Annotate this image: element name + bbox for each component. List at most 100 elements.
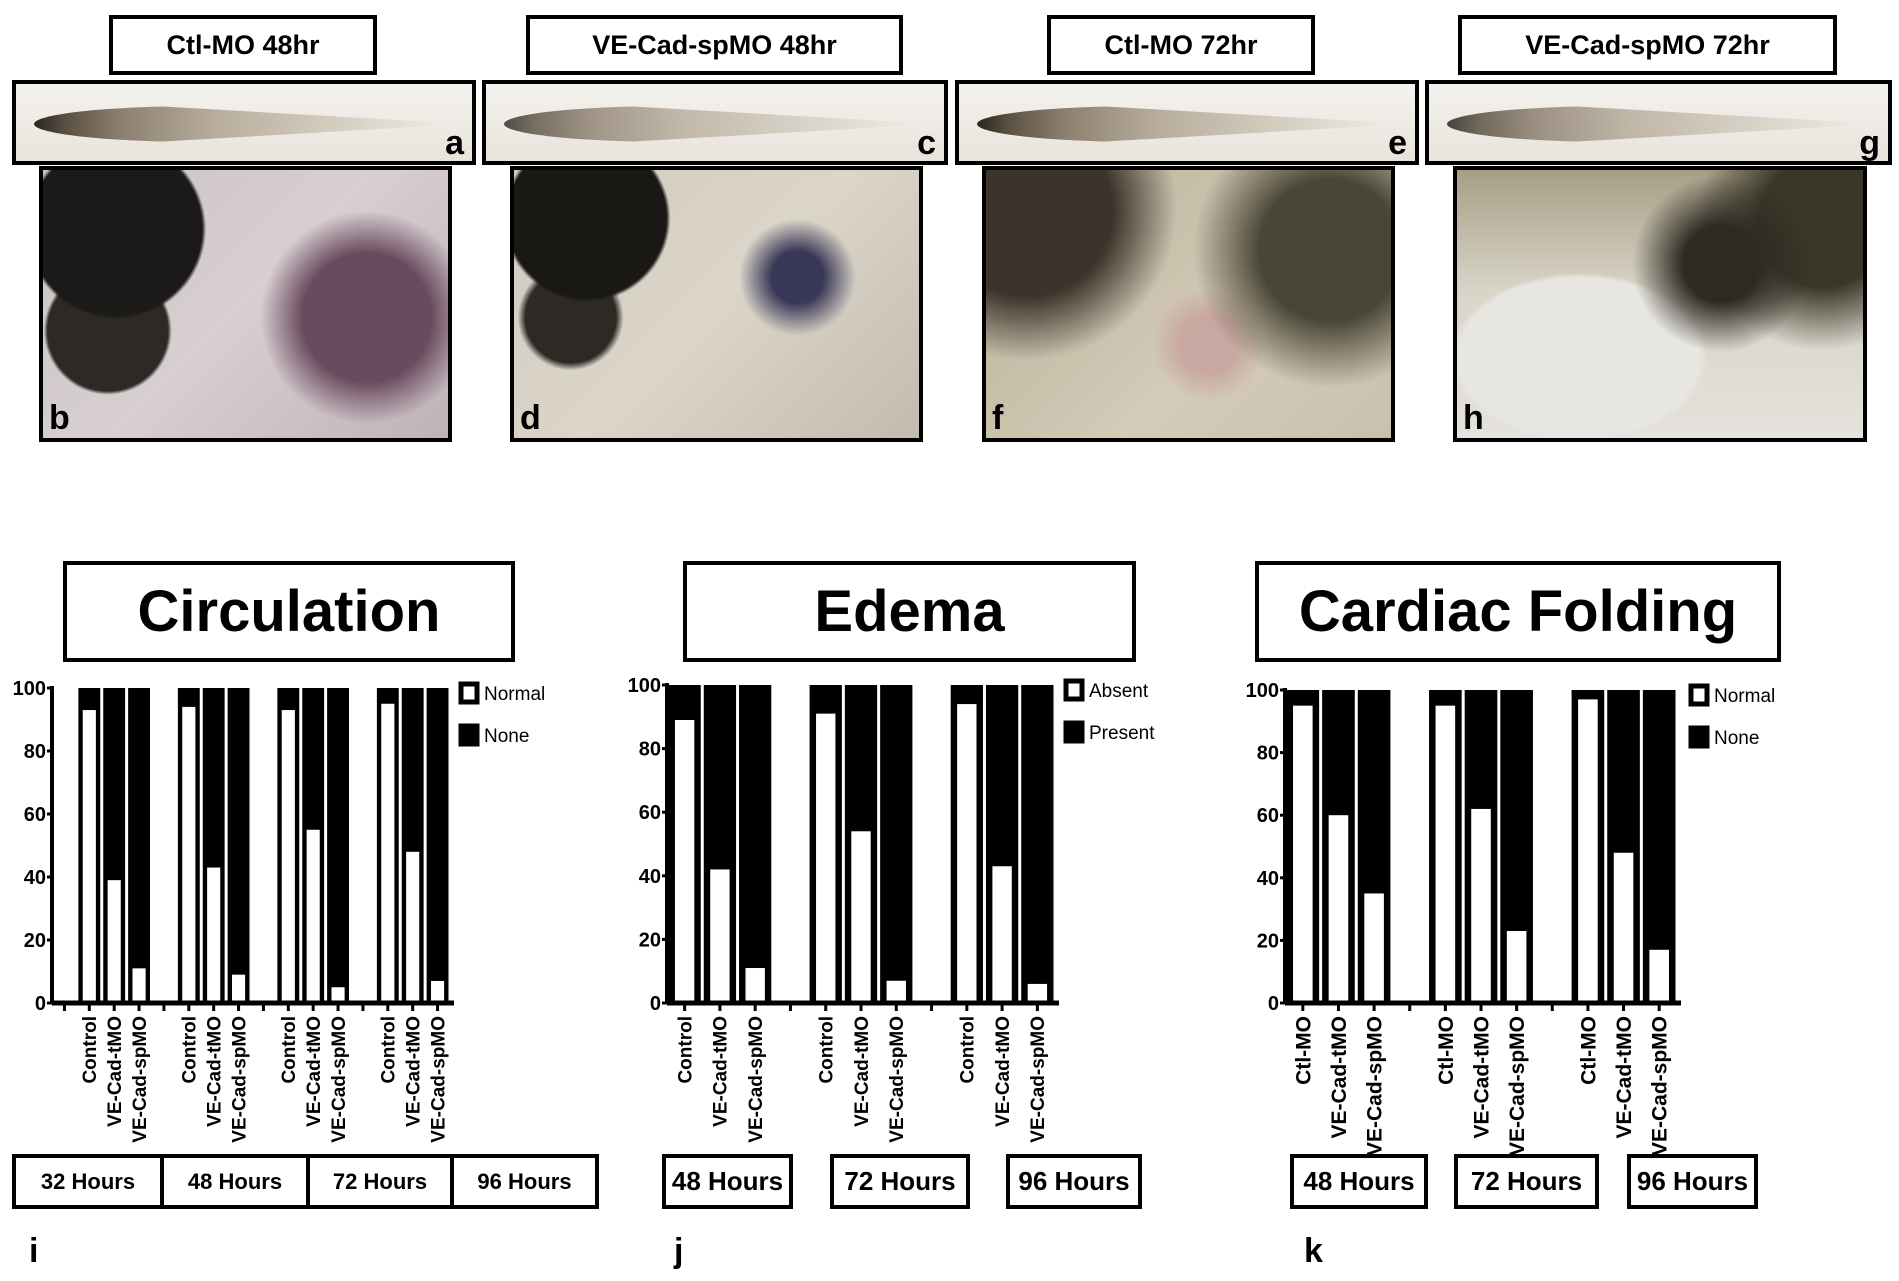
bar-stack-negative — [327, 688, 349, 1003]
y-tick-label: 60 — [24, 804, 46, 826]
y-tick-label: 80 — [24, 741, 46, 763]
bar-stack-negative — [739, 685, 772, 1003]
panel-letter: f — [992, 399, 1004, 437]
bar-stack-negative — [1021, 685, 1054, 1003]
x-tick-label: Ctl-MO — [1577, 1016, 1600, 1085]
panel-letter: b — [49, 399, 70, 437]
panel-letter-j: j — [674, 1232, 684, 1270]
x-tick-label: Ctl-MO — [1292, 1016, 1315, 1085]
bar-positive — [1435, 705, 1456, 1003]
bar-stack-negative — [426, 688, 449, 1003]
bar-positive — [851, 831, 871, 1003]
hour-box: 72 Hours — [1454, 1154, 1599, 1209]
x-tick-label: VE-Cad-tMO — [1328, 1016, 1351, 1139]
x-tick-label: VE-Cad-spMO — [746, 1016, 767, 1143]
x-tick-label: Control — [80, 1016, 101, 1084]
x-tick-label: VE-Cad-spMO — [1364, 1016, 1387, 1156]
y-tick-label: 40 — [24, 867, 46, 889]
x-tick-label: VE-Cad-tMO — [711, 1016, 732, 1127]
x-tick-label: VE-Cad-tMO — [304, 1016, 325, 1127]
x-tick-label: VE-Cad-spMO — [428, 1016, 449, 1143]
hour-box: 32 Hours — [12, 1154, 164, 1209]
bar-positive — [306, 829, 320, 1003]
y-tick-label: 60 — [1257, 805, 1279, 827]
x-tick-label: VE-Cad-tMO — [993, 1016, 1014, 1127]
bar-positive — [132, 968, 146, 1003]
photo-heart-h: h — [1453, 166, 1867, 442]
y-tick-label: 20 — [639, 929, 661, 951]
bar-positive — [331, 987, 345, 1003]
legend-swatch — [458, 681, 480, 705]
legend-label: Absent — [1089, 681, 1149, 702]
bar-positive — [1293, 705, 1313, 1003]
panel-letter: d — [520, 399, 541, 437]
x-tick-label: VE-Cad-spMO — [1649, 1016, 1672, 1156]
photo-heart-f: f — [982, 166, 1395, 442]
legend-label: Normal — [1714, 686, 1775, 707]
bar-positive — [1613, 852, 1634, 1003]
label-spmo-72: VE-Cad-spMO 72hr — [1458, 15, 1837, 75]
bar-positive — [232, 974, 246, 1003]
bar-positive — [406, 851, 420, 1003]
photo-whole-embryo-c: c — [482, 80, 948, 165]
x-tick-label: Ctl-MO — [1435, 1016, 1458, 1085]
bar-positive — [1364, 893, 1384, 1003]
bar-positive — [431, 980, 445, 1003]
bar-positive — [381, 703, 395, 1003]
y-tick-label: 20 — [1257, 930, 1279, 952]
panel-letter-k: k — [1304, 1232, 1323, 1270]
x-tick-label: VE-Cad-spMO — [887, 1016, 908, 1143]
bar-positive — [207, 867, 221, 1003]
x-tick-label: Control — [180, 1016, 201, 1084]
y-tick-label: 40 — [1257, 868, 1279, 890]
bar-stack-negative — [128, 688, 150, 1003]
bar-positive — [816, 713, 836, 1003]
label-ctl-72: Ctl-MO 72hr — [1047, 15, 1315, 75]
hour-box: 48 Hours — [1290, 1154, 1428, 1209]
bar-stack-negative — [880, 685, 913, 1003]
photo-whole-embryo-a: a — [12, 80, 476, 165]
x-tick-label: VE-Cad-tMO — [1613, 1016, 1636, 1139]
x-tick-label: Control — [675, 1016, 696, 1084]
y-tick-label: 100 — [13, 678, 46, 700]
bar-positive — [1649, 949, 1669, 1003]
photo-heart-b: b — [39, 166, 452, 442]
bar-positive — [710, 869, 730, 1003]
chart-title-circulation: Circulation — [63, 561, 515, 662]
legend-swatch — [1688, 725, 1710, 749]
legend-swatch — [1063, 720, 1085, 744]
x-tick-label: Control — [817, 1016, 838, 1084]
hour-box: 72 Hours — [306, 1154, 454, 1209]
legend-swatch — [1688, 683, 1710, 707]
hour-box: 96 Hours — [450, 1154, 599, 1209]
x-tick-label: Control — [958, 1016, 979, 1084]
y-tick-label: 0 — [1268, 993, 1279, 1015]
photo-whole-embryo-g: g — [1425, 80, 1892, 165]
x-tick-label: VE-Cad-spMO — [130, 1016, 151, 1143]
bar-positive — [957, 704, 977, 1003]
photo-whole-embryo-e: e — [955, 80, 1419, 165]
label-spmo-48: VE-Cad-spMO 48hr — [526, 15, 903, 75]
chart-title-edema: Edema — [683, 561, 1136, 662]
bar-positive — [281, 710, 295, 1003]
bar-positive — [1578, 699, 1598, 1003]
x-tick-label: VE-Cad-spMO — [1028, 1016, 1049, 1143]
chart-title-cardiac-folding: Cardiac Folding — [1255, 561, 1781, 662]
bar-positive — [1027, 983, 1048, 1003]
bar-positive — [182, 706, 196, 1003]
bar-positive — [886, 980, 906, 1003]
bar-stack-negative — [227, 688, 250, 1003]
x-tick-label: VE-Cad-spMO — [229, 1016, 250, 1143]
y-tick-label: 20 — [24, 930, 46, 952]
y-tick-label: 80 — [1257, 743, 1279, 765]
legend-label: None — [484, 726, 529, 747]
hour-box: 48 Hours — [662, 1154, 793, 1209]
panel-letter: h — [1463, 399, 1484, 437]
x-tick-label: VE-Cad-spMO — [1506, 1016, 1529, 1156]
bar-positive — [1328, 815, 1349, 1003]
legend-swatch — [458, 723, 480, 747]
label-ctl-48: Ctl-MO 48hr — [109, 15, 377, 75]
legend-swatch — [1063, 678, 1085, 702]
